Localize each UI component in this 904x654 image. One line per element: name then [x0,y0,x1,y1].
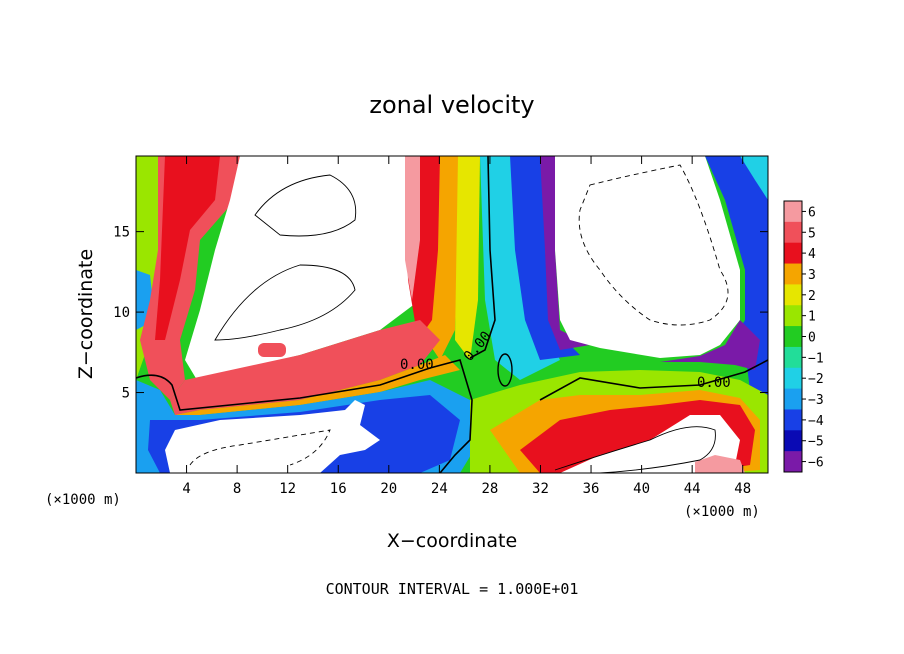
x-tick-label: 20 [380,481,397,497]
colorbar-label: 1 [808,310,816,325]
zero-contour-loop [497,353,513,387]
x-tick-label: 36 [583,481,600,497]
contour-interval-footer: CONTOUR INTERVAL = 1.000E+01 [326,580,579,598]
colorbar-label: 2 [808,289,816,304]
colorbar-swatch [784,346,802,369]
pos-contour-lower-right [554,426,716,473]
y-tick-label: 10 [113,305,130,321]
pos-contour-middle [214,264,356,341]
zero-contour-column [469,156,496,359]
x-tick-label: 44 [684,481,701,497]
colorbar-label: −5 [808,435,824,450]
colorbar-label: 3 [808,268,816,283]
lower-right-pink [695,455,745,473]
y-axis-title: Z−coordinate [75,249,97,379]
x-axis-title: X−coordinate [387,530,517,552]
central-column-yellow [455,156,480,360]
colorbar-label: −3 [808,393,824,408]
x-tick-label: 28 [481,481,498,497]
right-edge-purple [660,320,760,370]
x-unit-label-right: (×1000 m) [684,504,760,520]
x-unit-label-left: (×1000 m) [45,492,121,508]
pos-contour-upper [254,174,357,237]
x-tick-label: 32 [532,481,549,497]
colorbar-label: 0 [808,331,816,346]
neg-contour-upper-right [578,164,729,326]
colorbar-swatch [784,201,802,223]
small-red-patch [258,343,286,357]
colorbar-swatch [784,388,802,410]
colorbar-label: 5 [808,226,816,241]
y-axis: 5 10 15 [113,225,768,402]
y-tick-label: 15 [113,225,130,241]
colorbar-swatch [784,221,802,244]
x-axis: 4 8 12 16 20 24 28 32 36 40 44 48 [182,156,751,497]
colorbar-swatch [784,409,802,431]
diagonal-orange-band [175,355,460,415]
zero-contour-main [136,359,473,473]
x-tick-label: 40 [633,481,650,497]
upper-right-white [555,156,740,358]
colorbar-swatch [784,284,802,306]
colorbar-swatch [784,326,802,348]
contour-label: 0.00 [697,375,731,391]
upper-left-white [185,156,420,385]
x-tick-label: 48 [734,481,751,497]
x-tick-label: 8 [233,481,241,497]
zero-contour-right [539,359,768,401]
chart-title: zonal velocity [369,91,534,119]
velocity-field: 0.00 0.00 0.00 [136,156,768,473]
colorbar-label: −2 [808,372,824,387]
colorbar-label: 6 [808,205,816,220]
colorbar-swatch [784,430,802,452]
colorbar-swatch [784,305,802,327]
contour-label: 0.00 [400,357,434,373]
neg-contour-lower-left [189,429,331,466]
colorbar-swatch [784,263,802,285]
plot-frame [135,155,769,474]
x-tick-label: 24 [431,481,448,497]
lower-left-white [165,400,380,473]
right-column-purple [540,156,590,350]
colorbar-label: −1 [808,351,824,366]
y-tick-label: 5 [122,386,130,402]
colorbar: 6 5 4 3 2 1 0 −1 −2 −3 −4 −5 −6 [783,200,824,473]
colorbar-label: 4 [808,247,816,262]
x-tick-label: 12 [279,481,296,497]
x-tick-label: 16 [330,481,347,497]
central-column-pink [405,156,420,300]
colorbar-label: −6 [808,456,824,471]
colorbar-label: −4 [808,414,824,429]
lower-right-white [560,415,740,473]
colorbar-swatch [784,367,802,390]
colorbar-swatch [784,451,802,473]
right-edge-cyan [740,156,768,200]
colorbar-swatch [784,242,802,265]
left-jet-inner [155,156,220,340]
right-column-blue [510,156,580,360]
diagonal-positive-band [170,320,440,415]
x-tick-label: 4 [182,481,190,497]
